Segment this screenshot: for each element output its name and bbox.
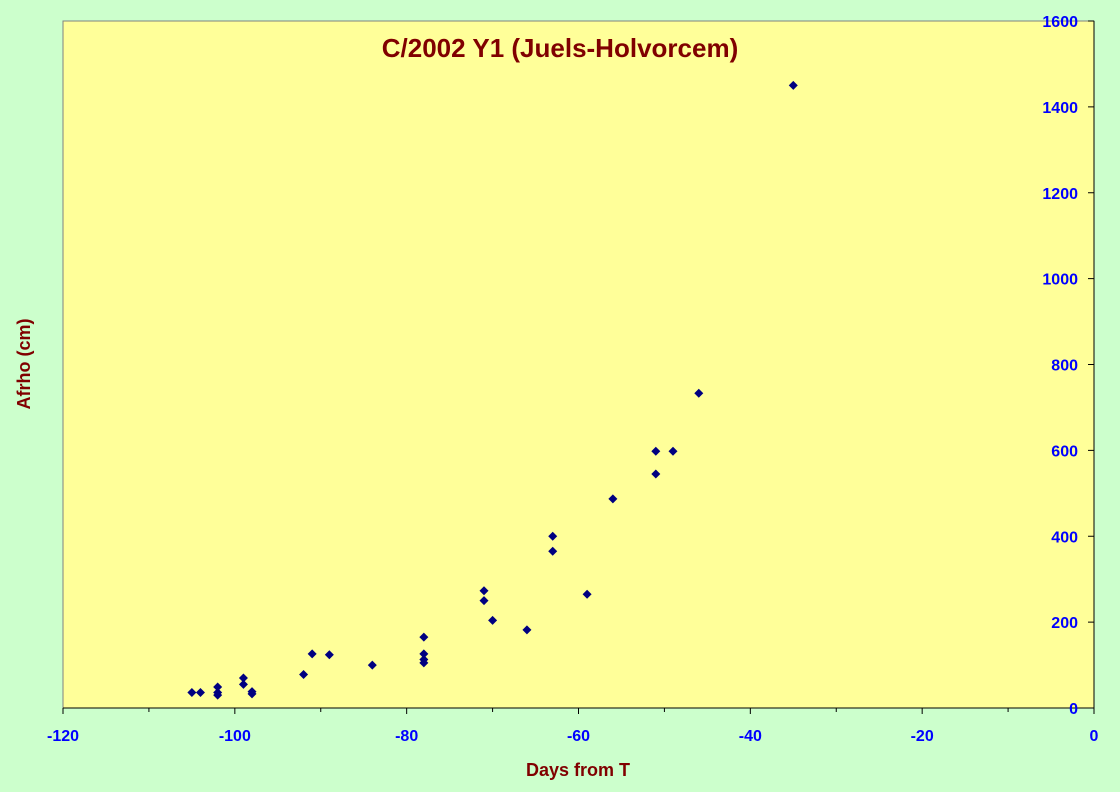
data-point: [548, 546, 558, 556]
x-tick-label: -80: [395, 728, 418, 745]
data-point: [488, 615, 498, 625]
data-point: [479, 586, 489, 596]
data-point: [195, 688, 205, 698]
y-tick-label: 400: [1051, 529, 1078, 546]
data-point: [187, 688, 197, 698]
data-point: [213, 682, 223, 692]
axes: -120 -100 -80 -60 -40 -20 00 200 400 600 800 1000 12…: [47, 14, 1099, 745]
data-point: [299, 670, 309, 680]
y-tick-label: 200: [1051, 615, 1078, 632]
y-tick-label: 1200: [1042, 186, 1078, 203]
data-point: [238, 679, 248, 689]
data-point: [419, 649, 429, 659]
data-point: [651, 446, 661, 456]
data-point: [479, 596, 489, 606]
data-points: [187, 80, 798, 700]
y-tick-label: 600: [1051, 443, 1078, 460]
data-point: [522, 625, 532, 635]
chart-title: C/2002 Y1 (Juels-Holvorcem): [382, 33, 738, 63]
data-point: [668, 446, 678, 456]
data-point: [694, 388, 704, 398]
y-tick-label: 0: [1069, 701, 1078, 718]
data-point: [419, 632, 429, 642]
y-tick-label: 800: [1051, 358, 1078, 375]
x-axis-label: Days from T: [526, 760, 630, 780]
data-point: [324, 650, 334, 660]
data-point: [238, 673, 248, 683]
y-tick-label: 1600: [1042, 14, 1078, 31]
y-tick-label: 1400: [1042, 100, 1078, 117]
data-point: [608, 494, 618, 504]
data-point: [213, 688, 223, 698]
x-tick-label: -40: [739, 728, 762, 745]
data-point: [367, 660, 377, 670]
x-tick-label: -120: [47, 728, 79, 745]
data-point: [582, 589, 592, 599]
y-tick-label: 1000: [1042, 272, 1078, 289]
x-tick-label: -60: [567, 728, 590, 745]
x-tick-label: -100: [219, 728, 251, 745]
x-tick-label: -20: [911, 728, 934, 745]
data-point: [247, 687, 257, 697]
plot-area: [62, 20, 1095, 709]
y-axis-label: Afrho (cm): [14, 319, 34, 410]
data-point: [788, 80, 798, 90]
data-point: [307, 649, 317, 659]
x-tick-label: 0: [1090, 728, 1099, 745]
data-point: [548, 531, 558, 541]
data-point: [651, 469, 661, 479]
data-point: [419, 654, 429, 664]
